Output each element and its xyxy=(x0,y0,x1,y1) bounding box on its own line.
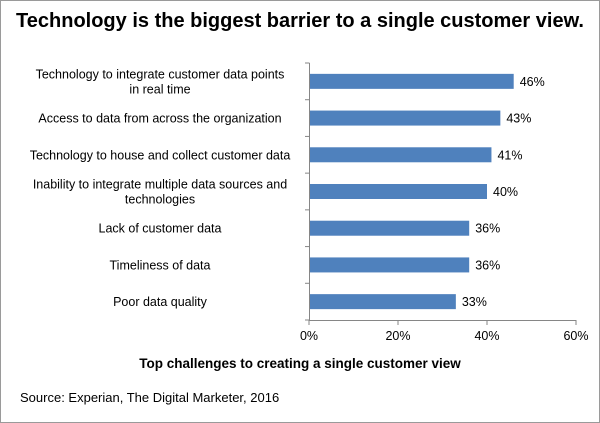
x-tick-label-0: 0% xyxy=(300,329,318,343)
category-label-0: Technology to integrate customer data po… xyxy=(36,67,285,96)
category-label-4: Lack of customer data xyxy=(99,222,222,236)
axis-layer: 0% 20% 40% 60% xyxy=(300,62,589,343)
x-tick-label-2: 40% xyxy=(474,329,499,343)
bar-5 xyxy=(309,257,470,273)
bar-3 xyxy=(309,184,487,199)
bars-layer xyxy=(309,73,514,310)
category-label-1: Access to data from across the organizat… xyxy=(38,112,281,126)
bar-6 xyxy=(309,294,456,310)
x-tick-label-1: 20% xyxy=(385,329,410,343)
data-label-3: 40% xyxy=(493,185,518,199)
category-label-3: Inability to integrate multiple data sou… xyxy=(33,178,287,207)
chart-title: Technology is the biggest barrier to a s… xyxy=(16,10,584,32)
data-label-0: 46% xyxy=(520,75,545,89)
data-label-1: 43% xyxy=(506,112,531,126)
category-label-6: Poor data quality xyxy=(113,295,208,309)
data-label-4: 36% xyxy=(475,222,500,236)
labels-layer: 46% Technology to integrate customer data… xyxy=(30,67,545,309)
x-axis-title: Top challenges to creating a single cust… xyxy=(139,356,461,371)
category-label-5: Timeliness of data xyxy=(110,258,211,272)
data-label-5: 36% xyxy=(475,258,500,272)
bar-2 xyxy=(309,147,492,163)
bar-1 xyxy=(309,110,501,126)
data-label-6: 33% xyxy=(462,295,487,309)
data-label-2: 41% xyxy=(497,148,522,162)
bar-4 xyxy=(309,220,470,236)
category-label-2: Technology to house and collect customer… xyxy=(30,148,291,162)
x-tick-label-3: 60% xyxy=(563,329,588,343)
bar-0 xyxy=(309,73,514,89)
source-note: Source: Experian, The Digital Marketer, … xyxy=(20,390,280,405)
